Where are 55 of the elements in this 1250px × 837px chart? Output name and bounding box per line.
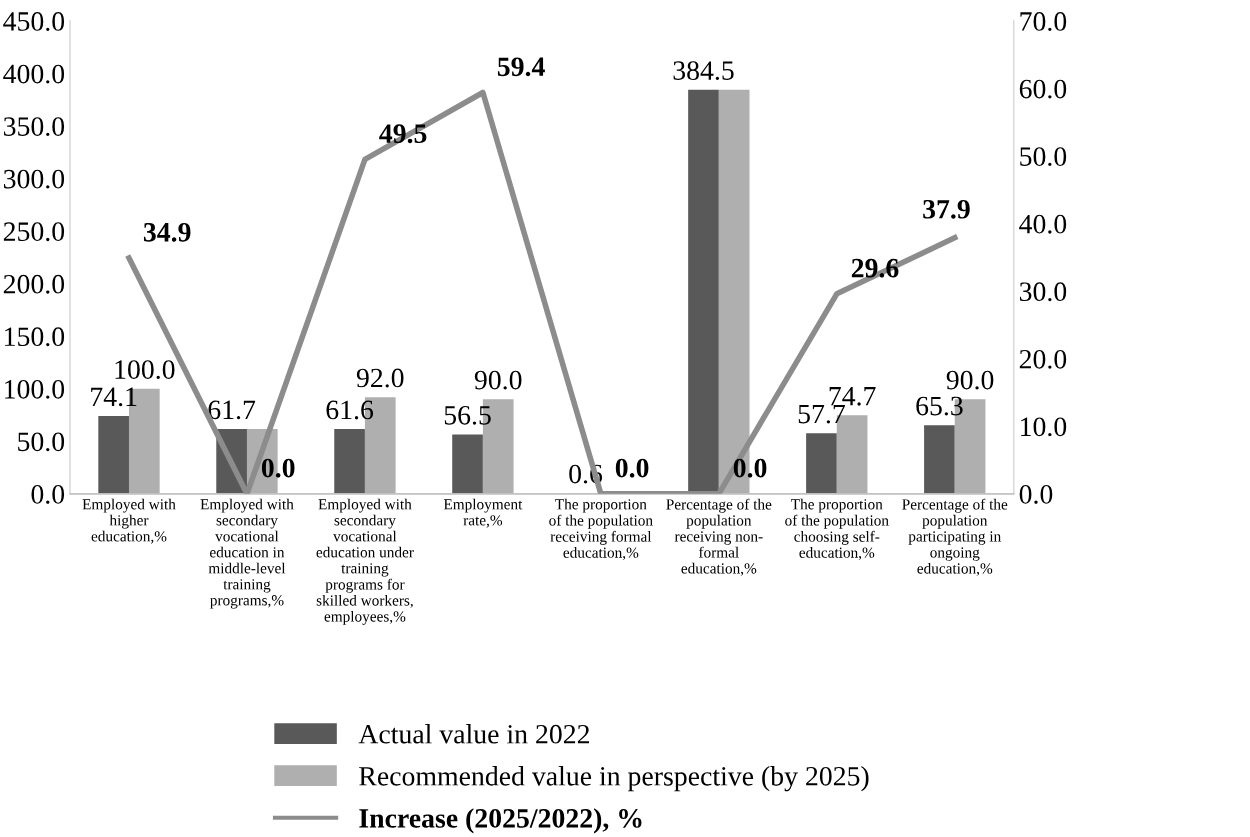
data-label: 0.0 — [733, 458, 767, 478]
bar — [452, 434, 483, 494]
bar — [806, 433, 837, 494]
data-label: 90.0 — [946, 370, 994, 390]
data-label: 29.6 — [851, 258, 899, 278]
data-label: 384.5 — [673, 61, 734, 81]
data-label: 92.0 — [356, 368, 404, 388]
y-tick-label: 0.0 — [31, 485, 65, 504]
data-label: 90.0 — [474, 370, 522, 390]
y-tick-label: 300.0 — [3, 169, 65, 189]
y-tick-label: 100.0 — [5, 379, 65, 399]
data-label: 0.0 — [261, 458, 295, 478]
y-tick-label: 250.0 — [3, 222, 65, 242]
x-tick-label: The proportion of the population receiving formal education,% — [549, 498, 653, 560]
y-tick-label: 50.0 — [18, 432, 65, 452]
legend-label: Increase (2025/2022), % — [359, 808, 642, 834]
bar — [98, 415, 129, 494]
data-label: 65.3 — [916, 396, 963, 416]
y2-tick-label: 70.0 — [1020, 12, 1067, 31]
bar — [688, 89, 719, 494]
y2-tick-label: 50.0 — [1020, 147, 1067, 167]
legend-label: Recommended value in perspective (by 2025) — [359, 766, 869, 792]
y-tick-label: 400.0 — [3, 64, 65, 84]
data-label: 74.7 — [829, 386, 876, 406]
data-label: 100.0 — [115, 360, 175, 380]
data-label: 57.7 — [798, 404, 845, 424]
x-tick-label: Percentage of the population participating in ongoing education,% — [902, 498, 1008, 576]
data-label: 61.6 — [326, 400, 374, 420]
y2-tick-label: 60.0 — [1019, 79, 1067, 99]
y2-tick-label: 20.0 — [1019, 349, 1067, 369]
y-tick-label: 450.0 — [3, 12, 65, 31]
y-tick-label: 350.0 — [3, 117, 65, 137]
data-label: 37.9 — [923, 199, 970, 219]
x-tick-label: The proportion of the population choosing self- education,% — [785, 498, 889, 560]
data-label: 56.5 — [444, 405, 491, 425]
data-label: 49.5 — [379, 124, 427, 144]
bar — [924, 425, 955, 494]
data-label: 74.1 — [91, 387, 137, 407]
x-tick-label: Employment rate,% — [443, 498, 523, 528]
data-label: 34.9 — [143, 222, 191, 242]
legend-label: Actual value in 2022 — [358, 724, 589, 744]
y-tick-label: 150.0 — [5, 327, 65, 347]
x-tick-label: Employed with secondary vocational education under training programs for skilled workers, employees,% — [316, 498, 414, 625]
x-tick-label: Percentage of the population receiving non- formal education,% — [666, 498, 772, 576]
y2-tick-label: 0.0 — [1019, 485, 1053, 504]
data-label: 61.7 — [208, 400, 256, 420]
data-label: 59.4 — [497, 57, 545, 77]
y2-tick-label: 10.0 — [1021, 417, 1067, 437]
x-tick-label: Employed with secondary vocational education in middle-level training programs,% — [200, 498, 294, 609]
y2-tick-label: 30.0 — [1019, 282, 1067, 302]
x-tick-label: Employed with higher education,% — [82, 498, 176, 544]
data-label: 0.0 — [615, 458, 649, 478]
y-tick-label: 200.0 — [3, 274, 65, 294]
bar — [334, 429, 365, 494]
y2-tick-label: 40.0 — [1019, 214, 1067, 234]
